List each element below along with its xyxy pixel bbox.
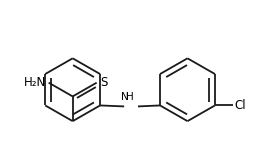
Text: H: H bbox=[126, 93, 134, 103]
Text: Cl: Cl bbox=[235, 99, 246, 112]
Text: N: N bbox=[121, 93, 129, 103]
Text: H₂N: H₂N bbox=[23, 76, 46, 89]
Text: S: S bbox=[101, 76, 108, 89]
